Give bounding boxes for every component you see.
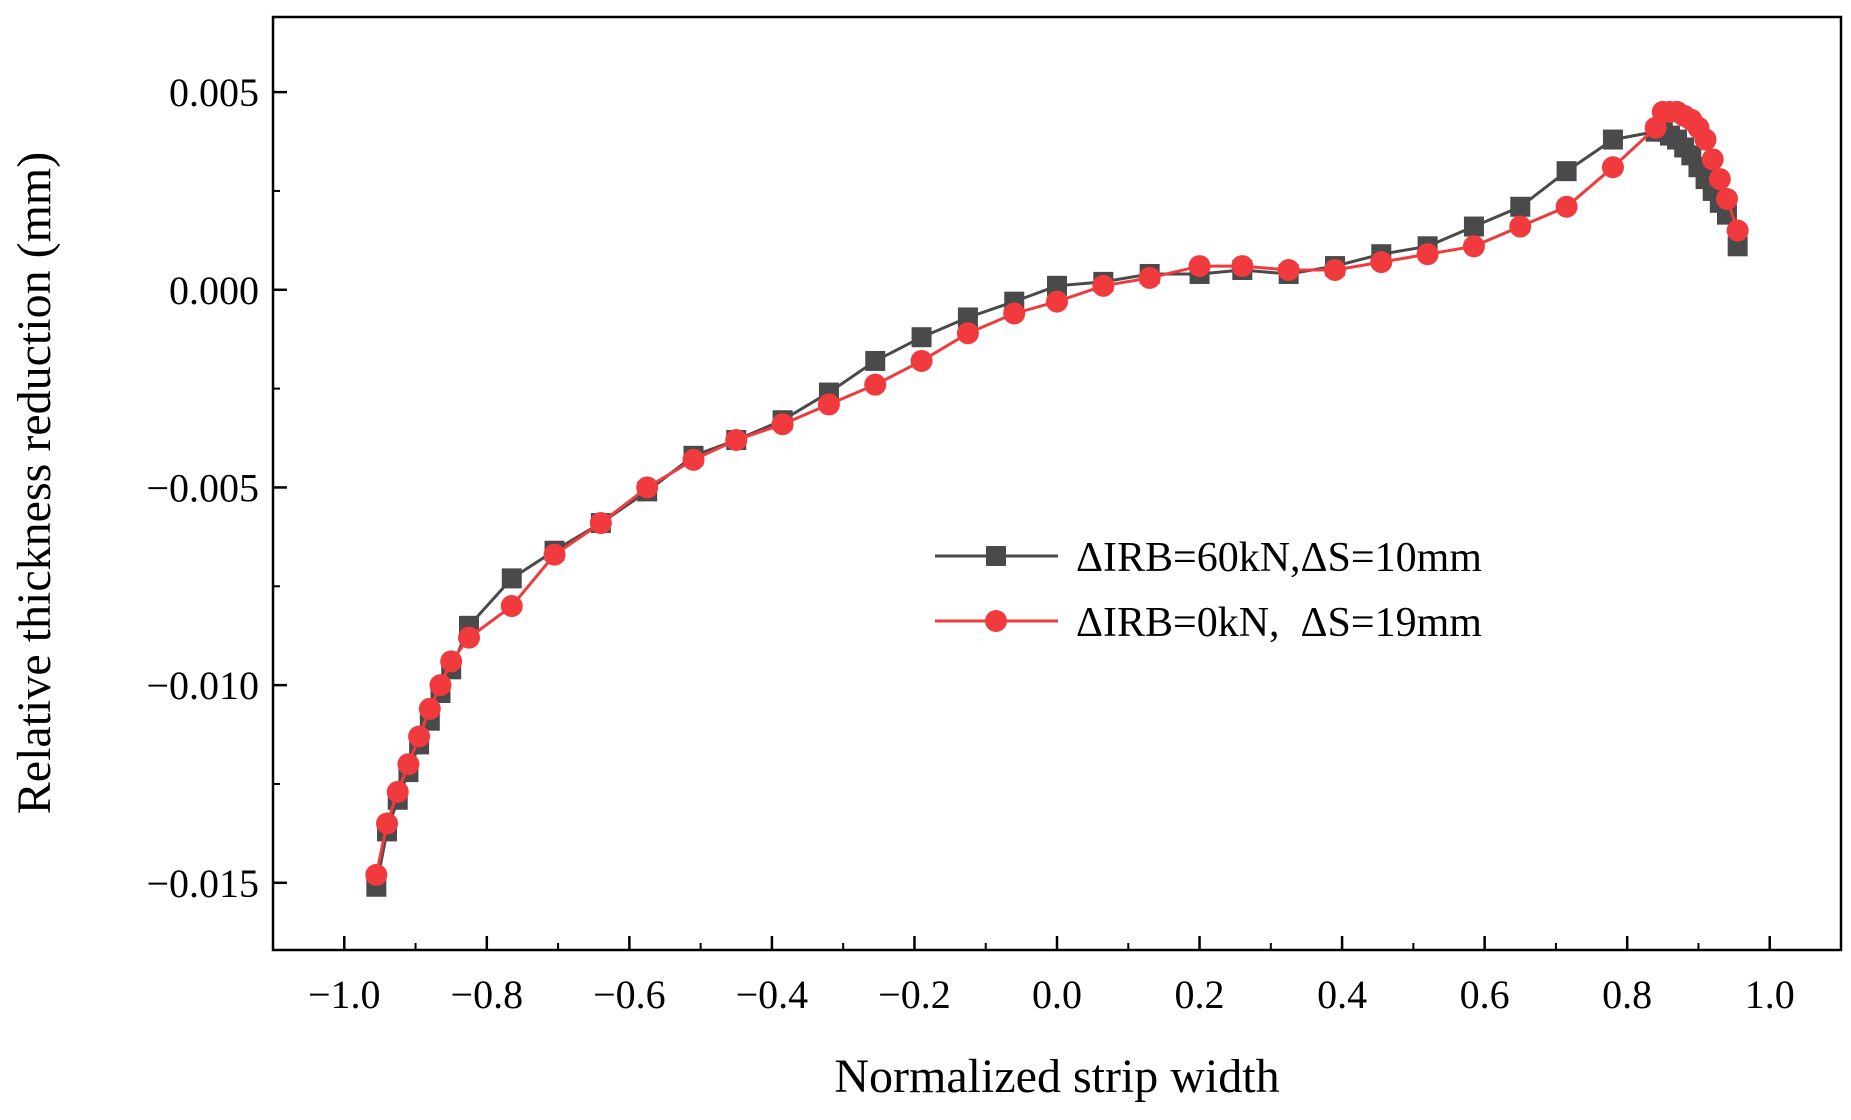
data-point-square [865, 350, 886, 371]
data-point-circle [1370, 251, 1393, 274]
y-tick-label: −0.015 [146, 861, 259, 906]
y-tick-label: 0.000 [169, 268, 259, 313]
plot-frame [271, 15, 1843, 952]
data-point-circle [1046, 290, 1068, 313]
x-tick-label: 0.0 [1032, 972, 1082, 1017]
data-point-circle [1138, 266, 1161, 289]
data-point-circle [1231, 255, 1254, 278]
data-point-circle [1509, 215, 1532, 238]
x-tick-label: −1.0 [308, 972, 381, 1017]
data-point-circle [397, 753, 420, 776]
y-axis: −0.015 −0.010 −0.005 0.000 0.005 [146, 70, 287, 906]
data-point-square [1510, 196, 1531, 217]
legend-marker-circle [985, 610, 1007, 632]
data-point-circle [1416, 243, 1439, 266]
data-point-circle [500, 595, 523, 618]
data-point-square [1047, 275, 1067, 296]
data-point-square [1463, 216, 1484, 237]
data-point-circle [1708, 168, 1731, 191]
x-tick-label: 0.2 [1175, 972, 1225, 1017]
data-point-circle [1555, 195, 1578, 218]
data-point-circle [1601, 156, 1624, 179]
data-point-circle [956, 322, 979, 345]
data-point-circle [1003, 302, 1026, 325]
legend: ΔIRB=60kN,ΔS=10mm ΔIRB=0kN, ΔS=19mm [935, 535, 1482, 646]
data-point-circle [418, 697, 441, 720]
x-tick-label: −0.8 [451, 972, 524, 1017]
y-tick-label: −0.005 [146, 465, 259, 510]
legend-marker-square [986, 546, 1006, 566]
x-tick-label: −0.4 [736, 972, 809, 1017]
data-point-square [501, 568, 522, 589]
data-point-square [911, 327, 932, 348]
y-tick-label: −0.010 [146, 663, 259, 708]
x-tick-label: 0.4 [1317, 972, 1367, 1017]
data-point-circle [1726, 219, 1749, 242]
x-tick-label: −0.6 [593, 972, 666, 1017]
x-axis: −1.0 −0.8 −0.6 −0.4 −0.2 0.0 0.2 0.4 0.6 0.8 1.0 [308, 936, 1795, 1017]
x-tick-label: 0.6 [1460, 972, 1510, 1017]
x-tick-label: 1.0 [1745, 972, 1795, 1017]
data-point-circle [1715, 187, 1738, 210]
series-2 [365, 100, 1749, 886]
data-point-square [957, 307, 978, 328]
data-point-circle [1188, 255, 1211, 278]
data-point-circle [365, 863, 388, 886]
data-point-square [1602, 129, 1623, 150]
data-point-circle [1701, 148, 1724, 171]
data-point-circle [408, 725, 431, 748]
data-point-circle [440, 650, 463, 673]
data-point-circle [771, 413, 794, 436]
y-tick-label: 0.005 [169, 70, 259, 115]
data-point-circle [458, 626, 480, 649]
x-tick-label: −0.2 [878, 972, 951, 1017]
data-point-circle [682, 448, 705, 471]
data-point-circle [725, 429, 748, 452]
data-point-circle [543, 543, 566, 566]
x-axis-title: Normalized strip width [834, 1050, 1279, 1103]
legend-label: ΔIRB=0kN, ΔS=19mm [1076, 600, 1482, 646]
x-tick-label: 0.8 [1602, 972, 1652, 1017]
data-point-circle [429, 674, 452, 697]
data-point-circle [1092, 274, 1115, 297]
data-point-circle [817, 393, 840, 416]
data-point-circle [636, 476, 659, 499]
data-point-circle [589, 512, 612, 535]
data-point-circle [910, 349, 933, 372]
data-point-circle [386, 780, 409, 803]
legend-label: ΔIRB=60kN,ΔS=10mm [1076, 535, 1482, 581]
data-point-circle [864, 373, 887, 396]
data-point-circle [1277, 259, 1300, 282]
data-point-circle [1323, 259, 1346, 282]
data-point-square [1556, 161, 1577, 182]
plot-area [271, 15, 1843, 952]
data-point-square [1727, 236, 1748, 257]
y-axis-title: Relative thickness reduction (mm) [8, 152, 61, 814]
series-layer [365, 100, 1749, 897]
data-point-circle [376, 812, 399, 835]
data-point-circle [1694, 128, 1717, 151]
data-point-circle [1462, 235, 1485, 258]
